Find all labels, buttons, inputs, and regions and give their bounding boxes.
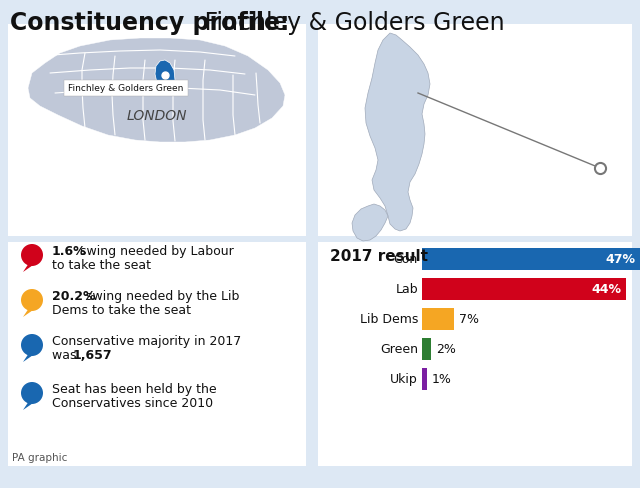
Text: to take the seat: to take the seat bbox=[52, 259, 151, 272]
Bar bbox=[422, 308, 454, 330]
Text: LONDON: LONDON bbox=[127, 109, 188, 123]
FancyBboxPatch shape bbox=[318, 25, 632, 237]
FancyBboxPatch shape bbox=[8, 243, 306, 466]
Text: 7%: 7% bbox=[460, 313, 479, 326]
Text: 1,657: 1,657 bbox=[73, 349, 113, 362]
Circle shape bbox=[21, 334, 43, 356]
Bar bbox=[422, 248, 640, 270]
Bar bbox=[422, 338, 431, 360]
Text: 2%: 2% bbox=[436, 343, 456, 356]
Circle shape bbox=[21, 382, 43, 404]
Text: 1.6%: 1.6% bbox=[52, 245, 86, 258]
Text: 20.2%: 20.2% bbox=[52, 290, 95, 303]
Polygon shape bbox=[23, 353, 36, 362]
Text: 47%: 47% bbox=[605, 253, 635, 266]
Text: was: was bbox=[52, 349, 81, 362]
Polygon shape bbox=[365, 34, 430, 231]
Text: Green: Green bbox=[380, 343, 418, 356]
Text: Lib Dems: Lib Dems bbox=[360, 313, 418, 326]
Text: Conservative majority in 2017: Conservative majority in 2017 bbox=[52, 335, 241, 348]
Polygon shape bbox=[352, 204, 388, 242]
Polygon shape bbox=[23, 308, 36, 317]
Text: swing needed by Labour: swing needed by Labour bbox=[76, 245, 234, 258]
Text: PA graphic: PA graphic bbox=[12, 452, 67, 462]
Text: Finchley & Golders Green: Finchley & Golders Green bbox=[197, 11, 504, 35]
Polygon shape bbox=[23, 401, 36, 410]
Text: Lab: Lab bbox=[396, 283, 418, 296]
Text: Seat has been held by the: Seat has been held by the bbox=[52, 383, 216, 396]
Text: Constituency profile:: Constituency profile: bbox=[10, 11, 289, 35]
Text: 1%: 1% bbox=[431, 373, 451, 386]
Text: Dems to take the seat: Dems to take the seat bbox=[52, 304, 191, 317]
FancyBboxPatch shape bbox=[8, 25, 306, 237]
Polygon shape bbox=[23, 264, 36, 272]
Text: Conservatives since 2010: Conservatives since 2010 bbox=[52, 397, 213, 409]
Text: Con: Con bbox=[394, 253, 418, 266]
FancyBboxPatch shape bbox=[64, 81, 188, 97]
Polygon shape bbox=[155, 61, 175, 89]
Text: 44%: 44% bbox=[591, 283, 621, 296]
Circle shape bbox=[21, 289, 43, 311]
Text: Finchley & Golders Green: Finchley & Golders Green bbox=[68, 84, 184, 93]
Bar bbox=[422, 279, 626, 301]
Bar bbox=[422, 368, 427, 390]
FancyBboxPatch shape bbox=[318, 243, 632, 466]
Polygon shape bbox=[28, 39, 285, 142]
Text: Ukip: Ukip bbox=[390, 373, 418, 386]
Text: 2017 result: 2017 result bbox=[330, 248, 428, 264]
Text: swing needed by the Lib: swing needed by the Lib bbox=[82, 290, 239, 303]
Circle shape bbox=[21, 244, 43, 266]
